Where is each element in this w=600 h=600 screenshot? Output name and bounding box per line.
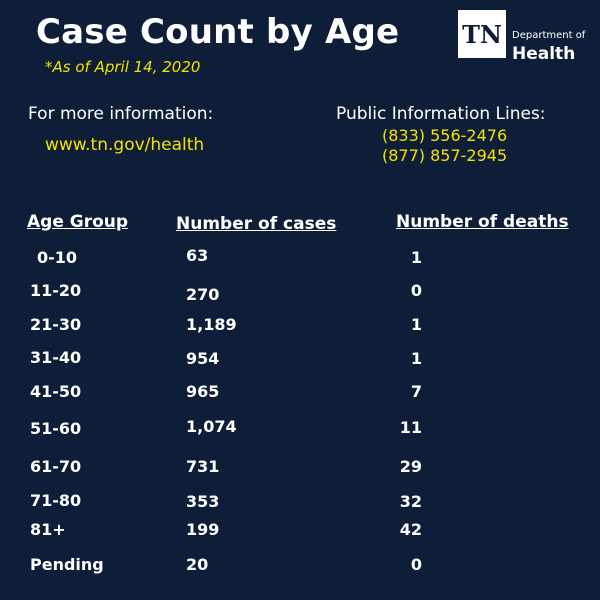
age-group-cell: 21-30 [30,315,82,334]
as-of-date: *As of April 14, 2020 [45,58,201,76]
age-group-cell: Pending [30,555,104,574]
cases-cell: 199 [186,520,220,539]
cases-cell: 20 [186,555,209,574]
deaths-cell: 29 [399,457,422,476]
age-group-cell: 11-20 [30,281,82,300]
cases-cell: 353 [186,492,220,511]
cases-header: Number of cases [176,214,337,234]
cases-cell: 270 [186,285,220,304]
deaths-cell: 32 [399,492,422,511]
age-group-cell: 81+ [30,520,66,539]
deaths-cell: 7 [410,382,422,401]
logo-health-text: Health [512,44,576,64]
age-group-cell: 0-10 [37,248,78,267]
phone-number-2: (877) 857-2945 [382,146,508,165]
deaths-cell: 0 [410,555,422,574]
deaths-cell: 1 [410,315,422,334]
cases-cell: 965 [186,382,220,401]
tn-logo-mark: TN [458,10,506,58]
age-group-cell: 31-40 [30,348,82,367]
cases-cell: 1,074 [186,417,237,436]
deaths-cell: 42 [399,520,422,539]
age-group-header: Age Group [27,212,129,232]
cases-cell: 954 [186,349,220,368]
tn-health-logo: TN Department of Health [458,10,590,68]
cases-cell: 731 [186,457,220,476]
public-info-lines-label: Public Information Lines: [336,104,546,124]
phone-number-1: (833) 556-2476 [382,126,508,145]
cases-cell: 1,189 [186,315,237,334]
website-link[interactable]: www.tn.gov/health [45,135,205,155]
page-title: Case Count by Age [36,12,400,52]
deaths-header: Number of deaths [396,212,569,232]
age-group-cell: 41-50 [30,382,82,401]
deaths-cell: 11 [399,418,422,437]
age-group-cell: 71-80 [30,491,82,510]
deaths-cell: 1 [410,349,422,368]
deaths-cell: 0 [410,281,422,300]
cases-cell: 63 [186,246,209,265]
logo-department-text: Department of [512,30,586,41]
more-info-label: For more information: [28,104,214,124]
age-group-cell: 51-60 [30,419,82,438]
age-group-cell: 61-70 [30,457,82,476]
deaths-cell: 1 [410,248,422,267]
